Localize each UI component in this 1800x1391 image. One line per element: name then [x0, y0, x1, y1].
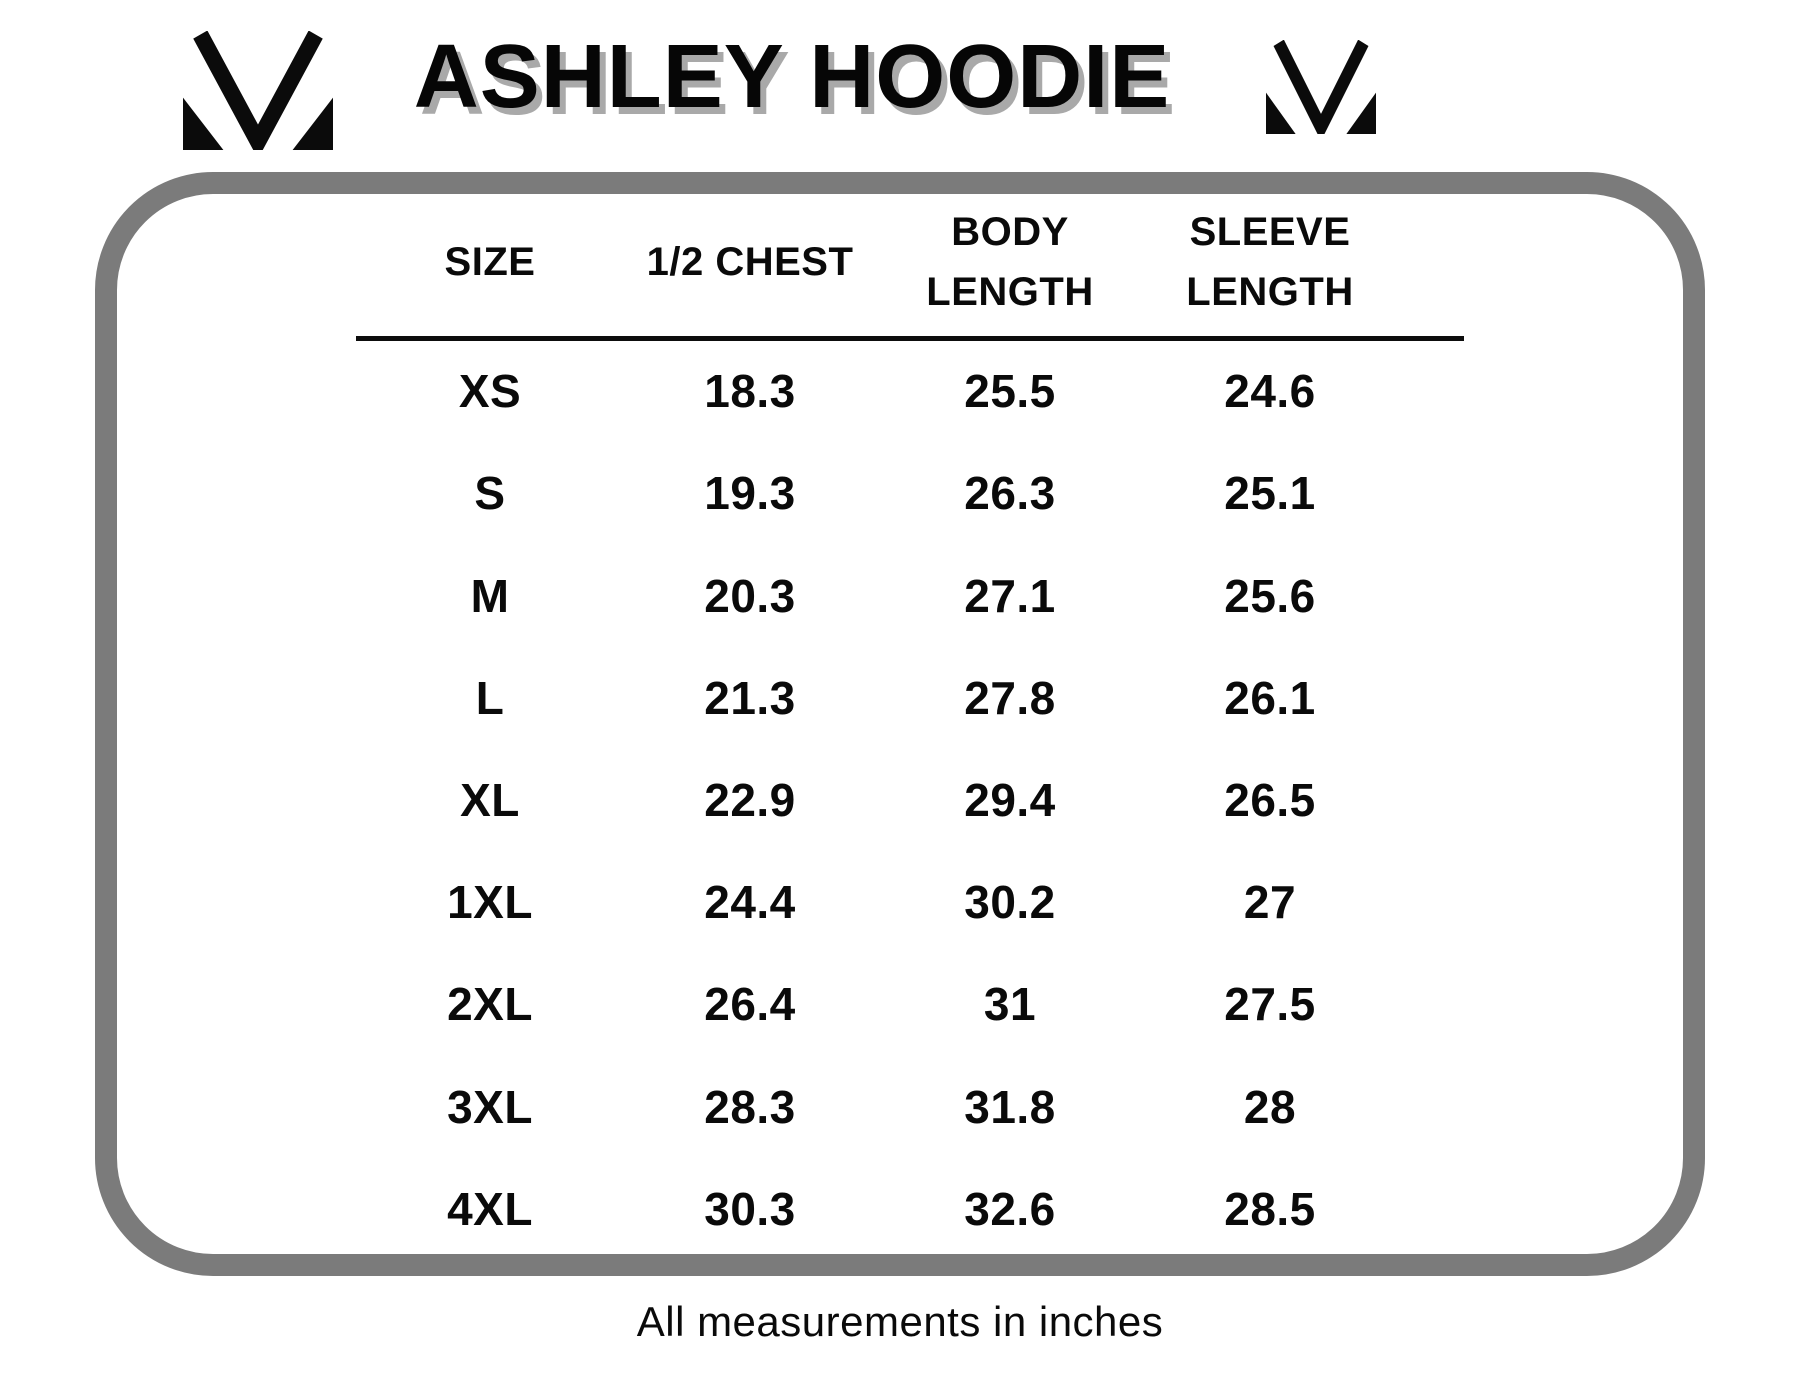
table-row: L 21.3 27.8 26.1 — [360, 647, 1400, 749]
size-cell: M — [470, 569, 510, 622]
size-cell: 4XL — [447, 1182, 533, 1235]
measurement-cell: 25.5 — [964, 365, 1056, 418]
measurement-cell: 24.4 — [704, 876, 796, 929]
header-cell: BODY LENGTH — [880, 202, 1140, 322]
size-cell: XL — [460, 773, 520, 826]
measurement-cell: 26.1 — [1224, 671, 1316, 724]
measurement-cell: 27 — [1243, 876, 1297, 929]
measurement-cell: 22.9 — [704, 773, 796, 826]
size-cell: S — [474, 467, 506, 520]
size-cell: XS — [458, 365, 522, 418]
m-logo-icon — [183, 31, 333, 150]
measurement-cell: 27.5 — [1224, 978, 1316, 1031]
table-row: M 20.3 27.1 25.6 — [360, 544, 1400, 646]
table-row: 1XL 24.4 30.2 27 — [360, 851, 1400, 953]
measurement-cell: 30.2 — [964, 876, 1056, 929]
header-cell-line: 1/2 CHEST — [646, 240, 854, 284]
header-cell-line: LENGTH — [926, 270, 1094, 314]
measurement-cell: 29.4 — [964, 773, 1056, 826]
size-cell: L — [475, 671, 505, 724]
header-cell-line: SIZE — [444, 240, 536, 284]
measurement-cell: 28 — [1243, 1080, 1297, 1133]
measurement-cell: 32.6 — [964, 1182, 1056, 1235]
measurement-cell: 28.3 — [704, 1080, 796, 1133]
measurement-cell: 27.8 — [964, 671, 1056, 724]
measurement-cell: 25.6 — [1224, 569, 1316, 622]
header-cell-line: LENGTH — [1186, 270, 1354, 314]
header-divider — [356, 336, 1464, 341]
page-title: ASHLEY HOODIE — [413, 27, 1171, 127]
header-cell: 1/2 CHEST — [620, 232, 880, 292]
table-row: XL 22.9 29.4 26.5 — [360, 749, 1400, 851]
header-cell: SIZE — [360, 232, 620, 292]
size-cell: 1XL — [447, 876, 533, 929]
measurement-cell: 26.5 — [1224, 773, 1316, 826]
table-row: S 19.3 26.3 25.1 — [360, 442, 1400, 544]
measurements-note: All measurements in inches — [636, 1298, 1164, 1345]
m-logo-icon — [1266, 40, 1376, 134]
measurement-cell: 18.3 — [704, 365, 796, 418]
table-row: 2XL 26.4 31 27.5 — [360, 953, 1400, 1055]
measurement-cell: 27.1 — [964, 569, 1056, 622]
table-row: XS 18.3 25.5 24.6 — [360, 340, 1400, 442]
measurement-cell: 30.3 — [704, 1182, 796, 1235]
measurement-cell: 20.3 — [704, 569, 796, 622]
measurement-cell: 24.6 — [1224, 365, 1316, 418]
measurement-cell: 31 — [983, 978, 1037, 1031]
size-chart-frame — [95, 172, 1705, 1276]
header-cell: SLEEVE LENGTH — [1140, 202, 1400, 322]
size-cell: 2XL — [447, 978, 533, 1031]
measurement-cell: 26.4 — [704, 978, 796, 1031]
table-row: 3XL 28.3 31.8 28 — [360, 1056, 1400, 1158]
header-cell-line: SLEEVE — [1189, 210, 1351, 254]
measurement-cell: 19.3 — [704, 467, 796, 520]
table-body: XS 18.3 25.5 24.6 S 19.3 26.3 25.1 M 20.3 27.1 25.6… — [360, 340, 1400, 1260]
measurement-cell: 21.3 — [704, 671, 796, 724]
measurement-cell: 28.5 — [1224, 1182, 1316, 1235]
header-cell-line: BODY — [951, 210, 1069, 254]
measurement-cell: 25.1 — [1224, 467, 1316, 520]
table-row: 4XL 30.3 32.6 28.5 — [360, 1158, 1400, 1260]
size-cell: 3XL — [447, 1080, 533, 1133]
measurement-cell: 31.8 — [964, 1080, 1056, 1133]
table-header-row: SIZE 1/2 CHEST BODY LENGTH SLEEVE LENGTH — [360, 194, 1400, 330]
measurement-cell: 26.3 — [964, 467, 1056, 520]
